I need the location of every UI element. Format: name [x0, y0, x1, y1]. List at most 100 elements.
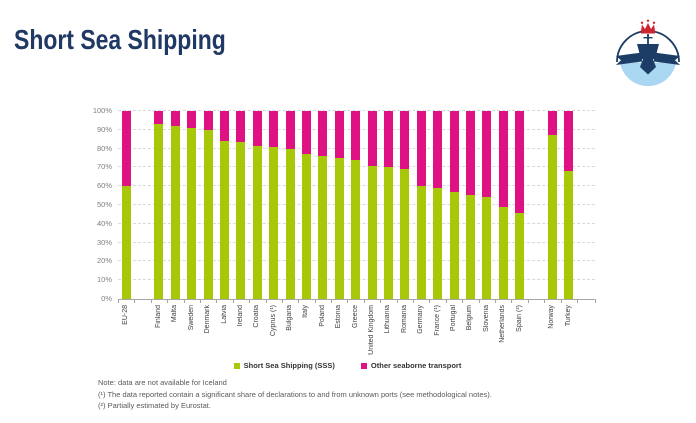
- x-axis-label-slot: Italy: [298, 305, 314, 361]
- x-axis-tick: [578, 299, 596, 303]
- bar-column: [118, 111, 134, 299]
- bar-column: [495, 111, 511, 299]
- segment-short-sea-shipping: [220, 141, 230, 299]
- x-axis-tick: [365, 299, 382, 303]
- x-axis-label: Romania: [400, 305, 408, 334]
- x-axis-tick: [316, 299, 333, 303]
- segment-other-seaborne: [334, 111, 344, 158]
- segment-other-seaborne: [400, 111, 410, 170]
- y-axis-tick-label: 50%: [96, 200, 112, 209]
- bar-column: [282, 111, 298, 299]
- x-axis-label-slot: Spain (²): [511, 305, 527, 361]
- y-axis-tick-label: 0%: [101, 294, 112, 303]
- segment-other-seaborne: [203, 111, 213, 130]
- x-axis-tick: [201, 299, 218, 303]
- x-axis-label: Portugal: [450, 305, 457, 332]
- x-axis-label: Greece: [351, 305, 359, 328]
- legend-item: Other seaborne transport: [360, 361, 462, 370]
- gridline: [118, 110, 595, 111]
- x-axis-label: Cyprus (¹): [269, 305, 277, 337]
- stacked-bar: [400, 111, 410, 299]
- crown-icon: [640, 19, 656, 34]
- segment-short-sea-shipping: [285, 148, 295, 299]
- segment-short-sea-shipping: [269, 146, 279, 299]
- bar-column: [380, 111, 396, 299]
- x-axis-label: Norway: [548, 305, 556, 329]
- segment-short-sea-shipping: [465, 194, 475, 299]
- y-axis-tick-label: 90%: [96, 124, 112, 134]
- stacked-bar: [318, 111, 328, 299]
- x-axis-tick: [119, 299, 136, 303]
- x-axis-label: Finland: [154, 305, 162, 328]
- x-axis-label: Poland: [318, 305, 326, 327]
- legend-label: Other seaborne transport: [370, 361, 462, 370]
- segment-short-sea-shipping: [383, 167, 393, 299]
- x-axis-label-slot: Finland: [151, 305, 167, 361]
- segment-short-sea-shipping: [203, 129, 213, 299]
- x-axis-tick: [545, 299, 562, 303]
- x-axis-label: France (¹): [433, 305, 441, 336]
- spacer-column: [134, 111, 150, 299]
- x-axis-tick: [267, 299, 283, 303]
- footnote-1: (¹) The data reported contain a signific…: [98, 389, 492, 399]
- segment-other-seaborne: [121, 111, 131, 187]
- y-axis-labels: 0% 10% 20% 30% 40% 50% 60% 70% 80% 90% 100%: [84, 106, 114, 303]
- y-axis-tick-label: 80%: [96, 143, 112, 153]
- segment-short-sea-shipping: [187, 127, 197, 299]
- stacked-bar: [416, 111, 426, 299]
- stacked-bar: [515, 111, 525, 299]
- segment-other-seaborne: [269, 111, 279, 147]
- segment-other-seaborne: [220, 111, 230, 142]
- x-axis-label: Germany: [417, 305, 425, 334]
- chart-legend: Short Sea Shipping (SSS) Other seaborne t…: [118, 361, 577, 370]
- x-axis-label: Slovenia: [482, 305, 490, 332]
- bar-column: [544, 111, 560, 299]
- x-axis-labels: EU-28 Finland Malta Sweden Denmark Latvia Irel…: [118, 305, 595, 361]
- x-axis-tick: [135, 299, 152, 303]
- segment-other-seaborne: [367, 111, 377, 166]
- segment-other-seaborne: [416, 111, 426, 187]
- x-axis-label: Bulgaria: [286, 305, 294, 331]
- x-axis-label-slot: United Kingdom: [364, 305, 380, 361]
- bar-column: [429, 111, 445, 299]
- spacer-column: [528, 111, 544, 299]
- segment-short-sea-shipping: [351, 159, 361, 299]
- x-axis-label-slot: Bulgaria: [282, 305, 298, 361]
- segment-other-seaborne: [482, 111, 492, 198]
- x-axis-label-slot: [528, 305, 544, 361]
- x-axis-tick: [299, 299, 316, 303]
- segment-short-sea-shipping: [334, 158, 344, 299]
- stacked-bar: [383, 111, 393, 299]
- bar-column: [511, 111, 527, 299]
- x-axis-label-slot: Belgium: [462, 305, 478, 361]
- y-axis-tick-label: 60%: [96, 181, 112, 191]
- x-axis-label: Spain (²): [515, 305, 523, 332]
- stacked-bar: [301, 111, 311, 299]
- x-axis-label: Estonia: [335, 305, 343, 329]
- ports-emblem-logo: [616, 19, 680, 87]
- x-axis-label: Italy: [302, 305, 310, 318]
- segment-short-sea-shipping: [482, 197, 492, 299]
- plot-area: [118, 110, 595, 300]
- ship-icon: [616, 34, 680, 75]
- segment-other-seaborne: [318, 111, 328, 157]
- segment-short-sea-shipping: [154, 124, 164, 299]
- stacked-bar: [482, 111, 492, 299]
- legend-label: Short Sea Shipping (SSS): [243, 361, 335, 370]
- segment-short-sea-shipping: [564, 171, 574, 299]
- stacked-bar: [449, 111, 459, 299]
- segment-short-sea-shipping: [400, 169, 410, 299]
- page-title: Short Sea Shipping: [14, 24, 226, 55]
- bar-column: [216, 111, 232, 299]
- segment-other-seaborne: [515, 111, 525, 213]
- x-axis-label: Netherlands: [499, 305, 507, 343]
- segment-short-sea-shipping: [367, 165, 377, 299]
- x-axis-label-slot: Germany: [413, 305, 429, 361]
- x-axis-tick: [168, 299, 185, 303]
- segment-short-sea-shipping: [416, 186, 426, 299]
- y-axis-tick-label: 70%: [96, 162, 112, 172]
- bar-column: [151, 111, 167, 299]
- segment-other-seaborne: [154, 111, 164, 125]
- x-axis-tick: [430, 299, 447, 303]
- bar-column: [446, 111, 462, 299]
